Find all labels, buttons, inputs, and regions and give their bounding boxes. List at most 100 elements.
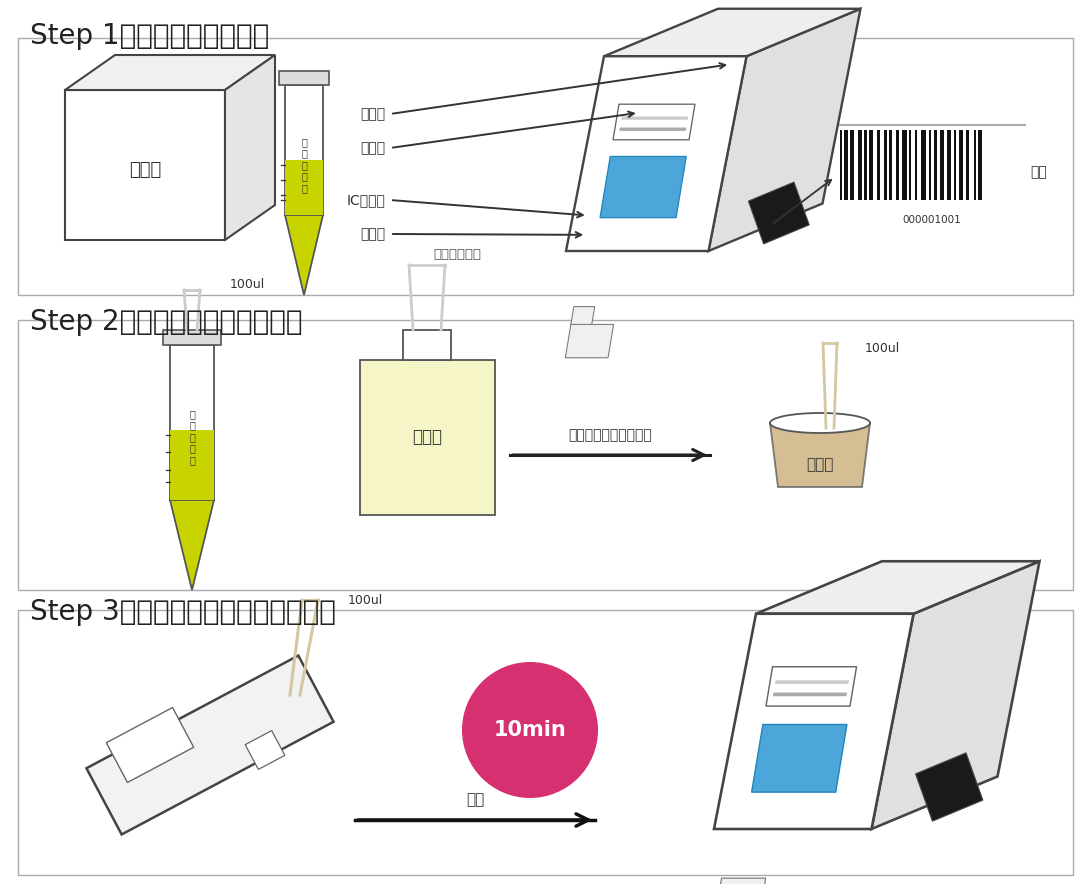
Polygon shape: [570, 307, 595, 326]
Bar: [903, 130, 907, 200]
Text: Step 2：取样、加稀释液，混匀: Step 2：取样、加稀释液，混匀: [31, 308, 303, 336]
Text: 待
测
提
取
液: 待 测 提 取 液: [189, 408, 195, 465]
Polygon shape: [566, 57, 747, 251]
Text: 100ul: 100ul: [348, 593, 383, 606]
Text: 100ul: 100ul: [230, 278, 265, 292]
Bar: [876, 130, 880, 200]
Text: 打印机: 打印机: [360, 107, 385, 121]
Text: 10min: 10min: [494, 720, 567, 740]
Polygon shape: [284, 215, 323, 295]
Bar: [403, 330, 451, 360]
Bar: [870, 130, 873, 200]
Bar: [360, 360, 495, 515]
Bar: [966, 130, 969, 200]
Polygon shape: [245, 730, 284, 769]
Text: 体积见说明书: 体积见说明书: [433, 248, 481, 262]
Polygon shape: [773, 692, 847, 697]
Polygon shape: [717, 878, 765, 884]
Bar: [921, 130, 925, 200]
Bar: [956, 130, 959, 200]
Bar: [898, 130, 903, 200]
Bar: [873, 130, 876, 200]
Bar: [864, 130, 868, 200]
Bar: [962, 130, 966, 200]
Polygon shape: [756, 561, 1040, 613]
Bar: [936, 130, 940, 200]
Text: 加入样品杯，吸打混匀: 加入样品杯，吸打混匀: [568, 428, 652, 442]
Bar: [976, 130, 979, 200]
Bar: [952, 130, 955, 200]
Bar: [909, 130, 911, 200]
Polygon shape: [752, 725, 847, 792]
Bar: [853, 130, 858, 200]
Bar: [969, 130, 974, 200]
Polygon shape: [86, 656, 334, 834]
Bar: [841, 130, 844, 200]
Polygon shape: [566, 324, 614, 358]
Text: 100ul: 100ul: [864, 341, 899, 354]
Polygon shape: [601, 156, 687, 217]
Text: 显示屏: 显示屏: [360, 141, 385, 155]
Bar: [840, 130, 841, 200]
Bar: [929, 130, 931, 200]
Bar: [925, 130, 929, 200]
Bar: [844, 130, 848, 200]
Text: 插卡口: 插卡口: [360, 227, 385, 241]
Polygon shape: [170, 430, 214, 500]
Bar: [940, 130, 944, 200]
Bar: [907, 130, 909, 200]
Polygon shape: [916, 753, 983, 821]
Text: 稀释液: 稀释液: [412, 428, 443, 446]
Polygon shape: [284, 160, 323, 215]
Text: Step 1：回温、开机、扫码: Step 1：回温、开机、扫码: [31, 22, 269, 50]
Bar: [892, 130, 896, 200]
Bar: [915, 130, 918, 200]
Bar: [19, 320, 1073, 590]
Polygon shape: [604, 9, 860, 57]
Bar: [850, 130, 853, 200]
Bar: [931, 130, 934, 200]
Bar: [19, 38, 1073, 295]
Bar: [880, 130, 884, 200]
Text: IC卡插口: IC卡插口: [347, 193, 385, 207]
Polygon shape: [170, 345, 214, 500]
Polygon shape: [65, 55, 275, 90]
Polygon shape: [708, 9, 860, 251]
Text: 样品杯: 样品杯: [807, 458, 834, 473]
Bar: [947, 130, 952, 200]
Bar: [918, 130, 921, 200]
Bar: [848, 130, 850, 200]
Bar: [979, 130, 982, 200]
Polygon shape: [770, 423, 870, 487]
Text: Step 3：加样，读数，打印检测报告: Step 3：加样，读数，打印检测报告: [31, 598, 336, 626]
Polygon shape: [613, 104, 695, 140]
Polygon shape: [775, 681, 849, 684]
Bar: [959, 130, 962, 200]
Bar: [955, 130, 956, 200]
Polygon shape: [170, 500, 214, 590]
Text: 000001001: 000001001: [903, 215, 961, 225]
Text: 试剂盒: 试剂盒: [129, 161, 161, 179]
Polygon shape: [749, 182, 809, 244]
Bar: [884, 130, 887, 200]
Bar: [896, 130, 898, 200]
Polygon shape: [107, 707, 194, 782]
Bar: [19, 610, 1073, 875]
Text: 待
测
提
取
液: 待 测 提 取 液: [301, 137, 307, 194]
Bar: [861, 130, 864, 200]
Bar: [934, 130, 936, 200]
Text: 读数: 读数: [465, 792, 484, 807]
Bar: [911, 130, 915, 200]
Polygon shape: [766, 667, 857, 706]
Bar: [858, 130, 861, 200]
Polygon shape: [164, 330, 221, 345]
Bar: [974, 130, 976, 200]
Circle shape: [462, 662, 598, 798]
Ellipse shape: [770, 413, 870, 433]
Polygon shape: [284, 85, 323, 215]
Polygon shape: [279, 71, 329, 85]
Polygon shape: [714, 613, 913, 829]
Polygon shape: [225, 55, 275, 240]
Polygon shape: [872, 561, 1040, 829]
Bar: [944, 130, 947, 200]
